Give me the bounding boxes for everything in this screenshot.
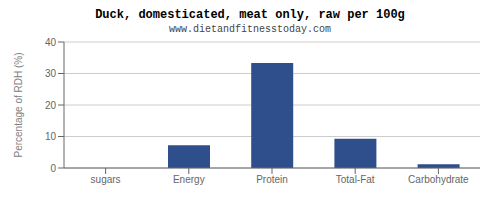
svg-text:Percentage of RDH (%): Percentage of RDH (%) — [13, 52, 24, 157]
svg-text:Protein: Protein — [256, 174, 288, 185]
html-text:Duck, domesticated, meat only,: Duck, domesticated, meat only, raw per 1… — [95, 8, 405, 22]
svg-text:40: 40 — [45, 37, 57, 48]
svg-text:Carbohydrate: Carbohydrate — [408, 174, 469, 185]
svg-text:sugars: sugars — [91, 174, 121, 185]
svg-text:10: 10 — [45, 131, 57, 142]
svg-text:30: 30 — [45, 68, 57, 79]
svg-text:20: 20 — [45, 100, 57, 111]
svg-text:0: 0 — [50, 163, 56, 174]
html-text:www.dietandfitnesstoday.com: www.dietandfitnesstoday.com — [169, 24, 331, 35]
svg-text:Energy: Energy — [173, 174, 205, 185]
svg-text:Total-Fat: Total-Fat — [336, 174, 375, 185]
